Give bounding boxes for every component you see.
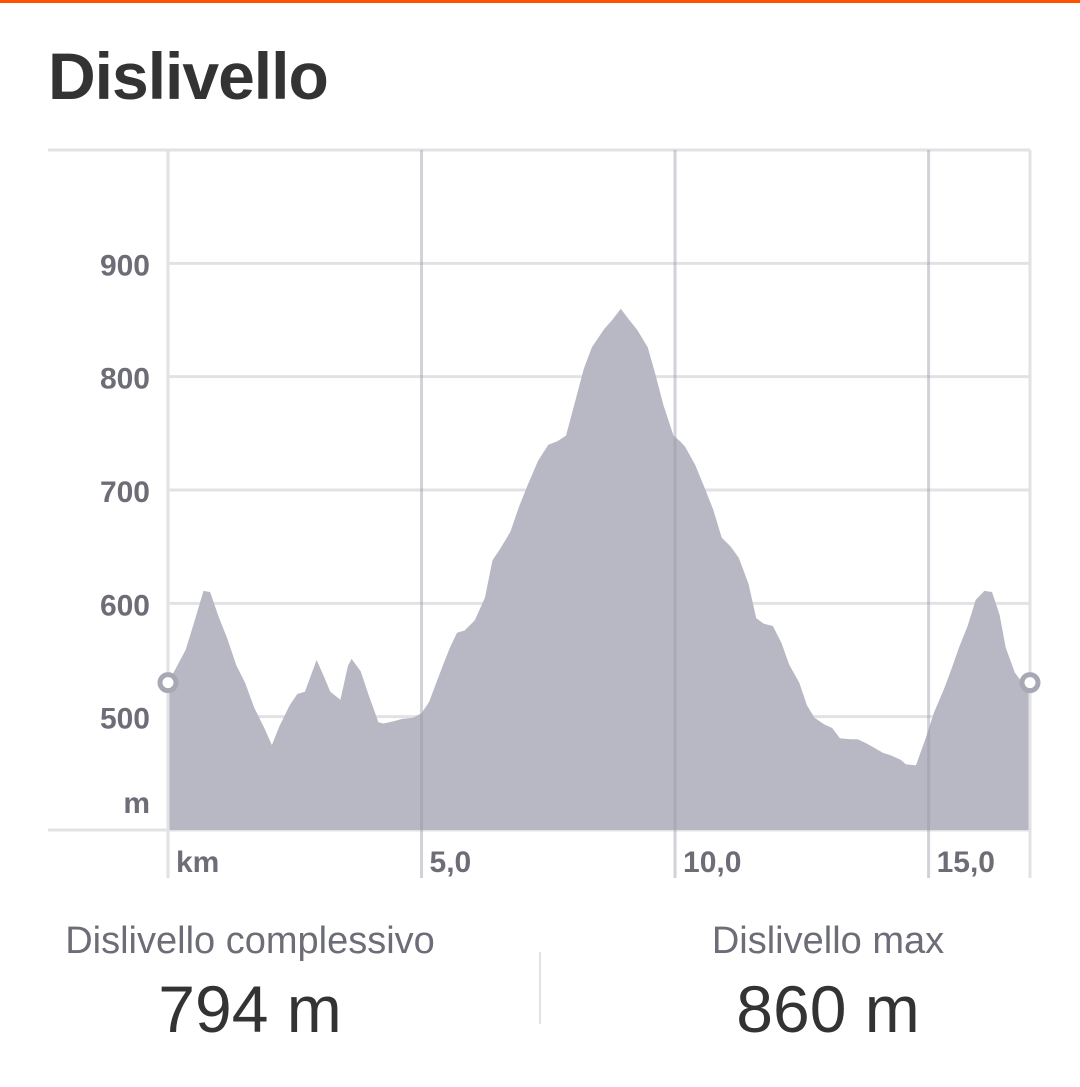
x-tick-label: 15,0 — [937, 846, 995, 879]
y-tick-label: 500 — [100, 703, 150, 736]
y-tick-label: 600 — [100, 589, 150, 622]
max-elevation-label: Dislivello max — [711, 920, 945, 962]
y-axis-unit-label: m — [123, 787, 150, 820]
y-tick-label: 900 — [100, 249, 150, 282]
x-tick-label: 5,0 — [430, 846, 472, 879]
vertical-grid-layer — [166, 150, 1032, 878]
total-elevation-label: Dislivello complessivo — [65, 920, 435, 962]
y-tick-labels: 500 600 700 800 900 m — [100, 249, 150, 820]
x-axis-unit-label: km — [176, 846, 219, 879]
max-elevation-stat: Dislivello max 860 m — [598, 920, 1058, 1047]
y-tick-label: 800 — [100, 363, 150, 396]
page-title: Dislivello — [48, 39, 329, 113]
x-tick-label: 10,0 — [683, 846, 741, 879]
x-tick-labels: km 5,0 10,0 15,0 — [176, 846, 995, 879]
elevation-chart: 500 600 700 800 900 m km 5,0 10,0 15,0 — [48, 148, 1041, 879]
top-accent-bar — [0, 0, 1080, 3]
start-point-marker — [157, 672, 179, 694]
y-tick-label: 700 — [100, 476, 150, 509]
total-elevation-stat: Dislivello complessivo 794 m — [20, 920, 480, 1047]
endpoint-markers — [157, 672, 1041, 694]
end-point-marker — [1019, 672, 1041, 694]
max-elevation-value: 860 m — [736, 972, 920, 1046]
elevation-area — [168, 308, 1030, 830]
stats-divider — [539, 952, 541, 1024]
total-elevation-value: 794 m — [158, 972, 342, 1046]
